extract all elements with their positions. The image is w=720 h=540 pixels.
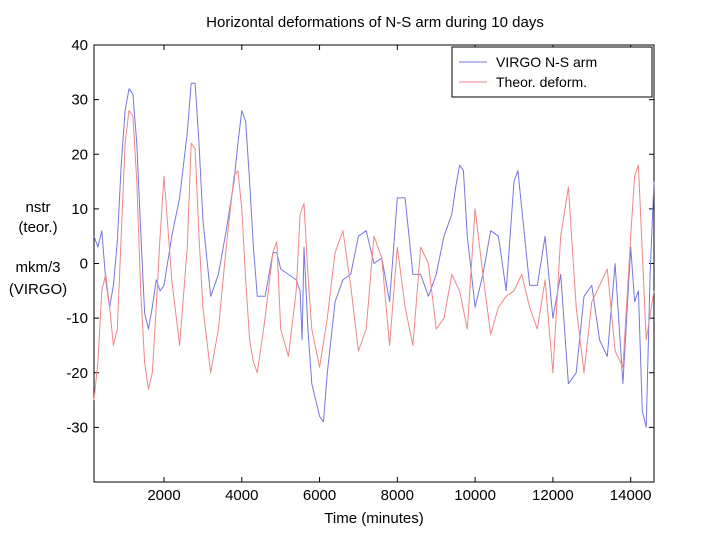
y-tick-label: -30 <box>66 419 88 436</box>
series-line-theor <box>93 110 655 401</box>
x-tick-label: 10000 <box>454 487 496 504</box>
x-tick-label: 6000 <box>303 487 336 504</box>
y-axis-label-3: mkm/3 <box>15 259 61 276</box>
legend-box <box>451 46 653 98</box>
chart-title: Horizontal deformations of N-S arm durin… <box>206 14 544 31</box>
y-axis-label-2: (teor.) <box>18 219 58 236</box>
x-tick-label: 14000 <box>610 487 652 504</box>
legend-label-virgo: VIRGO N-S arm <box>496 54 597 70</box>
y-tick-label: -20 <box>66 365 88 382</box>
y-axis-label-4: (VIRGO) <box>8 281 68 298</box>
legend: VIRGO N-S arm Theor. deform. <box>451 46 653 98</box>
y-tick-label: 40 <box>71 37 88 54</box>
x-tick-label: 12000 <box>532 487 574 504</box>
y-tick-label: 10 <box>71 201 88 218</box>
y-axis-label-1: nstr <box>25 199 51 216</box>
y-tick-label: -10 <box>66 310 88 327</box>
y-tick-label: 30 <box>71 92 88 109</box>
x-tick-label: 4000 <box>225 487 258 504</box>
x-tick-label: 2000 <box>147 487 180 504</box>
y-tick-label: 20 <box>71 146 88 163</box>
series-line-virgo <box>93 82 655 428</box>
y-tick-label: 0 <box>80 256 88 273</box>
x-tick-label: 8000 <box>381 487 414 504</box>
legend-label-theor: Theor. deform. <box>496 74 587 90</box>
x-axis-label: Time (minutes) <box>324 510 423 527</box>
